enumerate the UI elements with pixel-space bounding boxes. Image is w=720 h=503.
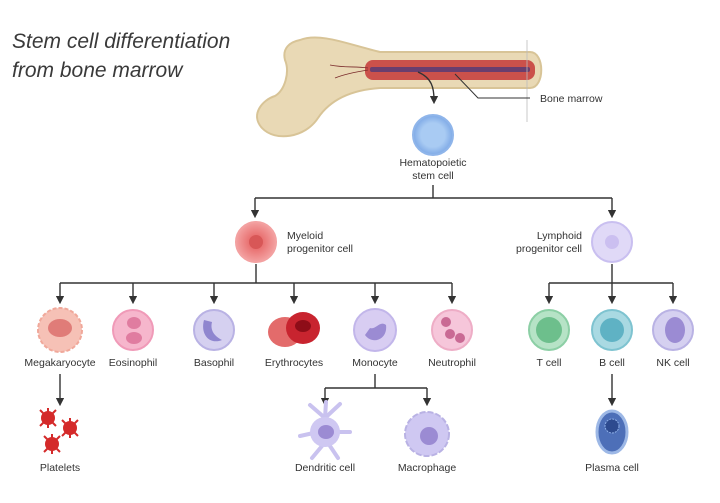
dendritic-cell-icon xyxy=(298,400,352,460)
label-neutrophil: Neutrophil xyxy=(428,357,476,369)
title-line-2: from bone marrow xyxy=(12,59,184,82)
plasma-cell-icon xyxy=(595,409,629,455)
stem-cell-icon xyxy=(412,114,454,156)
myeloid-branches xyxy=(55,264,457,305)
stem-label-1: Hematopoietic xyxy=(399,157,466,169)
label-macrophage: Macrophage xyxy=(398,462,457,474)
label-t-cell: T cell xyxy=(537,357,562,369)
label-dendritic-cell: Dendritic cell xyxy=(295,462,355,474)
bone-illustration xyxy=(256,36,543,138)
b-cell-icon xyxy=(591,309,633,351)
label-erythrocytes: Erythrocytes xyxy=(265,357,323,369)
bone-marrow-label: Bone marrow xyxy=(540,93,603,105)
neutrophil-icon xyxy=(431,309,473,351)
arrow-to-stem xyxy=(417,71,439,105)
stem-branches xyxy=(250,185,617,219)
myeloid-nucleus xyxy=(249,235,263,249)
myeloid-label-2: progenitor cell xyxy=(287,243,353,255)
label-nk-cell: NK cell xyxy=(656,357,689,369)
label-megakaryocyte: Megakaryocyte xyxy=(24,357,95,369)
lymphoid-label-1: Lymphoid xyxy=(537,230,582,242)
bone-marrow-leader xyxy=(454,73,530,99)
lymphoid-label-2: progenitor cell xyxy=(516,243,582,255)
basophil-icon xyxy=(193,309,235,351)
monocyte-icon xyxy=(353,308,397,352)
megakaryocyte-icon xyxy=(37,307,83,353)
title-line-1: Stem cell differentiation xyxy=(12,30,230,53)
label-platelets: Platelets xyxy=(40,462,80,474)
erythrocytes-icon xyxy=(268,312,320,347)
eosinophil-icon xyxy=(112,309,154,351)
label-plasma-cell: Plasma cell xyxy=(585,462,639,474)
lymphoid-branches xyxy=(544,264,678,305)
label-basophil: Basophil xyxy=(194,357,234,369)
nk-cell-icon xyxy=(652,309,694,351)
label-monocyte: Monocyte xyxy=(352,357,398,369)
platelets-icon xyxy=(39,408,79,454)
derived-arrows xyxy=(55,374,617,407)
lymphoid-nucleus xyxy=(605,235,619,249)
t-cell-icon xyxy=(528,309,570,351)
label-eosinophil: Eosinophil xyxy=(109,357,157,369)
myeloid-label-1: Myeloid xyxy=(287,230,323,242)
label-b-cell: B cell xyxy=(599,357,625,369)
stem-label-2: stem cell xyxy=(412,170,453,182)
macrophage-icon xyxy=(404,411,450,457)
